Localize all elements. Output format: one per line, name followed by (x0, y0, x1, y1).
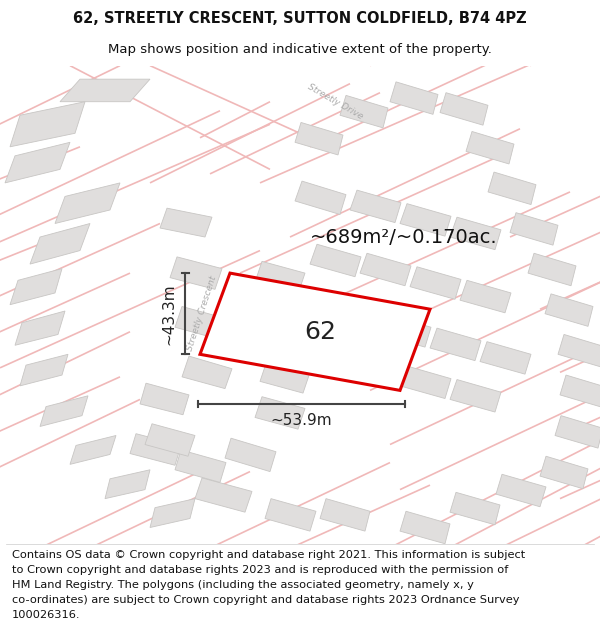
Polygon shape (390, 82, 438, 114)
Polygon shape (30, 224, 90, 264)
Polygon shape (200, 273, 430, 391)
Text: ~53.9m: ~53.9m (271, 412, 332, 428)
Polygon shape (380, 314, 431, 347)
Polygon shape (10, 269, 62, 304)
Polygon shape (350, 190, 401, 222)
Text: ~689m²/~0.170ac.: ~689m²/~0.170ac. (310, 228, 497, 246)
Polygon shape (182, 356, 232, 389)
Polygon shape (270, 289, 320, 321)
Polygon shape (400, 366, 451, 399)
Polygon shape (140, 383, 189, 415)
Polygon shape (558, 334, 600, 367)
Polygon shape (450, 379, 501, 412)
Polygon shape (496, 474, 546, 507)
Polygon shape (105, 470, 150, 499)
Polygon shape (20, 354, 68, 386)
Polygon shape (410, 267, 461, 299)
Text: 62: 62 (304, 320, 336, 344)
Polygon shape (40, 396, 88, 426)
Polygon shape (145, 424, 195, 456)
Polygon shape (310, 244, 361, 277)
Text: Map shows position and indicative extent of the property.: Map shows position and indicative extent… (108, 42, 492, 56)
Polygon shape (528, 253, 576, 286)
Polygon shape (330, 303, 381, 336)
Polygon shape (255, 261, 305, 294)
Text: 62, STREETLY CRESCENT, SUTTON COLDFIELD, B74 4PZ: 62, STREETLY CRESCENT, SUTTON COLDFIELD,… (73, 11, 527, 26)
Polygon shape (555, 416, 600, 448)
Polygon shape (175, 306, 225, 339)
Polygon shape (70, 436, 116, 464)
Text: Streetly Drive: Streetly Drive (306, 82, 364, 121)
Text: Streetly Crescent: Streetly Crescent (185, 275, 218, 352)
Polygon shape (480, 342, 531, 374)
Text: 100026316.: 100026316. (12, 611, 80, 621)
Text: co-ordinates) are subject to Crown copyright and database rights 2023 Ordnance S: co-ordinates) are subject to Crown copyr… (12, 596, 520, 606)
Polygon shape (5, 142, 70, 183)
Polygon shape (295, 181, 346, 214)
Polygon shape (175, 450, 226, 482)
Text: HM Land Registry. The polygons (including the associated geometry, namely x, y: HM Land Registry. The polygons (includin… (12, 580, 474, 590)
Polygon shape (545, 294, 593, 326)
Polygon shape (460, 281, 511, 312)
Polygon shape (130, 434, 181, 465)
Polygon shape (560, 375, 600, 408)
Polygon shape (450, 492, 500, 525)
Polygon shape (540, 456, 588, 489)
Text: Contains OS data © Crown copyright and database right 2021. This information is : Contains OS data © Crown copyright and d… (12, 550, 525, 560)
Text: to Crown copyright and database rights 2023 and is reproduced with the permissio: to Crown copyright and database rights 2… (12, 565, 508, 575)
Polygon shape (510, 213, 558, 245)
Polygon shape (150, 499, 195, 528)
Polygon shape (265, 499, 316, 531)
Polygon shape (400, 511, 450, 544)
Polygon shape (265, 324, 315, 357)
Polygon shape (440, 92, 488, 125)
Polygon shape (255, 397, 305, 429)
Polygon shape (225, 438, 276, 472)
Polygon shape (430, 328, 481, 361)
Polygon shape (466, 131, 514, 164)
Polygon shape (340, 96, 388, 128)
Polygon shape (350, 352, 401, 385)
Polygon shape (160, 208, 212, 237)
Polygon shape (55, 183, 120, 224)
Polygon shape (400, 204, 451, 236)
Text: ~43.3m: ~43.3m (161, 283, 176, 344)
Polygon shape (450, 217, 501, 249)
Polygon shape (170, 257, 222, 289)
Polygon shape (260, 361, 310, 393)
Polygon shape (320, 499, 370, 531)
Polygon shape (10, 102, 85, 147)
Polygon shape (488, 172, 536, 204)
Polygon shape (15, 311, 65, 345)
Polygon shape (195, 478, 252, 512)
Polygon shape (295, 122, 343, 155)
Polygon shape (360, 253, 411, 286)
Polygon shape (60, 79, 150, 102)
